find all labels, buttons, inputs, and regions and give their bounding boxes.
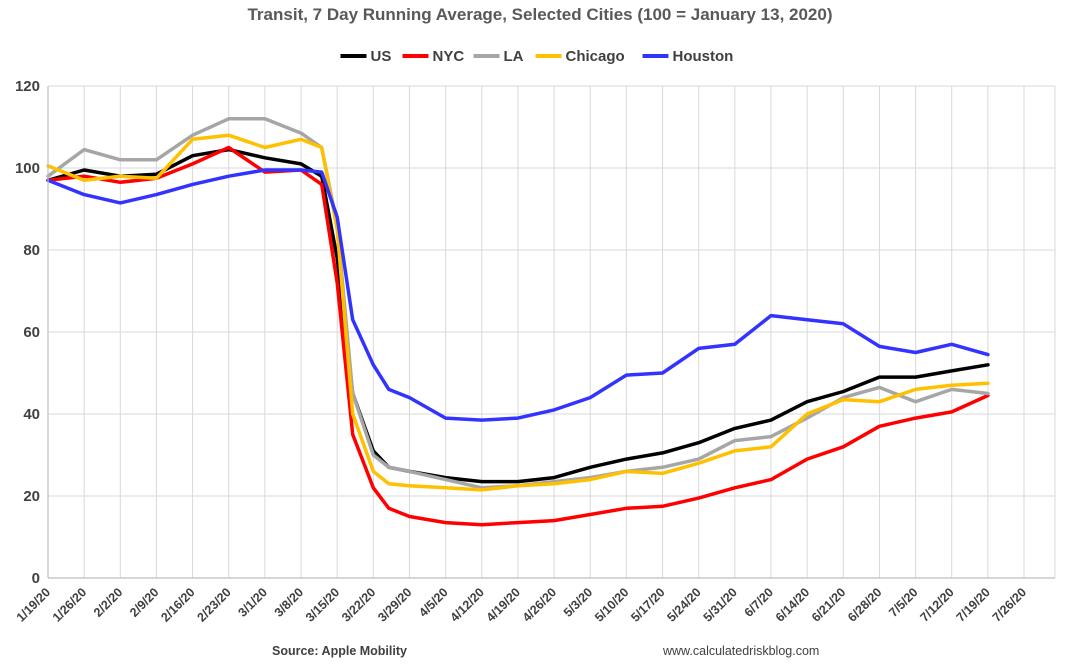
- y-tick-label: 20: [23, 488, 40, 505]
- legend-label-houston: Houston: [673, 48, 734, 65]
- legend-label-nyc: NYC: [433, 48, 465, 65]
- y-tick-label: 80: [23, 242, 40, 259]
- y-axis-ticks: 0 20 40 60 80 100 120: [15, 78, 40, 587]
- legend-label-us: US: [371, 48, 392, 65]
- series-line-nyc: [46, 145, 990, 527]
- series-line-houston: [46, 168, 990, 422]
- chart-title: Transit, 7 Day Running Average, Selected…: [247, 5, 832, 24]
- y-tick-label: 40: [23, 406, 40, 423]
- legend-label-chicago: Chicago: [566, 48, 625, 65]
- y-tick-label: 60: [23, 324, 40, 341]
- legend-label-la: LA: [504, 48, 524, 65]
- chart-legend: US NYC LA Chicago Houston: [340, 48, 734, 65]
- series-lines: [46, 117, 990, 527]
- y-tick-label: 0: [32, 570, 40, 587]
- y-tick-label: 100: [15, 160, 40, 177]
- y-tick-label: 120: [15, 78, 40, 95]
- series-line-chicago: [46, 133, 990, 492]
- source-label: Source: Apple Mobility: [272, 644, 407, 658]
- grid-lines: [47, 85, 1056, 579]
- series-line-la: [46, 117, 990, 490]
- site-label: www.calculatedriskblog.com: [662, 644, 819, 658]
